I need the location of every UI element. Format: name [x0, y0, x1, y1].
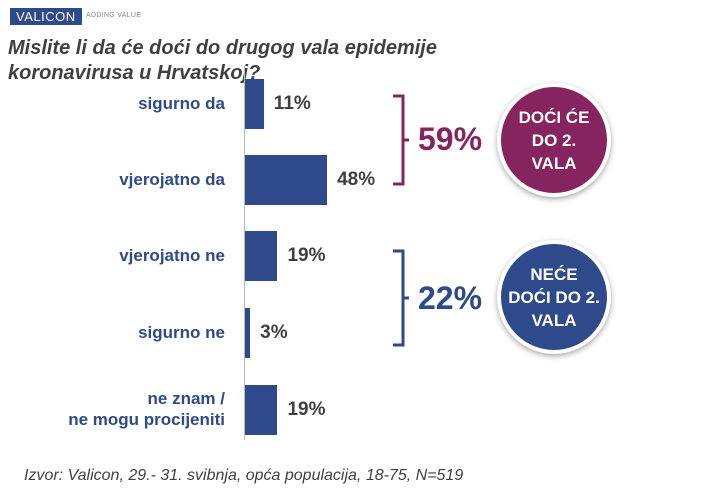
no-circle-label: NEĆE DOĆI DO 2. VALA — [508, 264, 600, 330]
value-label: 3% — [260, 322, 288, 343]
value-label: 11% — [273, 93, 311, 114]
category-label: ne znam / ne mogu procijeniti — [68, 389, 225, 429]
yes-total: 59% — [418, 121, 483, 157]
category-label: vjerojatno da — [119, 169, 225, 189]
valicon-logo: VALICON — [10, 8, 82, 25]
bar — [245, 308, 251, 358]
no-total: 22% — [418, 280, 483, 316]
chart-title: Mislite li da će doći do drugog vala epi… — [8, 37, 437, 84]
bar — [245, 79, 264, 129]
yes-circle: DOĆI ĆE DO 2. VALA — [497, 83, 611, 197]
logo-tagline: ADDING VALUE — [86, 12, 142, 19]
category-axis — [244, 66, 245, 440]
value-label: 19% — [287, 245, 326, 266]
bracket-yes — [393, 94, 409, 186]
category-label: sigurno ne — [138, 322, 225, 342]
category-label: vjerojatno ne — [119, 245, 225, 265]
bar — [245, 155, 328, 205]
category-label: sigurno da — [138, 93, 225, 113]
source-footnote: Izvor: Valicon, 29.- 31. svibnja, opća p… — [24, 467, 464, 484]
no-circle: NEĆE DOĆI DO 2. VALA — [497, 240, 611, 354]
yes-circle-label: DOĆI ĆE DO 2. VALA — [518, 107, 590, 173]
bar — [245, 231, 278, 281]
value-label: 19% — [287, 399, 326, 420]
bracket-no — [393, 249, 409, 347]
value-label: 48% — [337, 169, 376, 190]
bar — [245, 385, 278, 435]
